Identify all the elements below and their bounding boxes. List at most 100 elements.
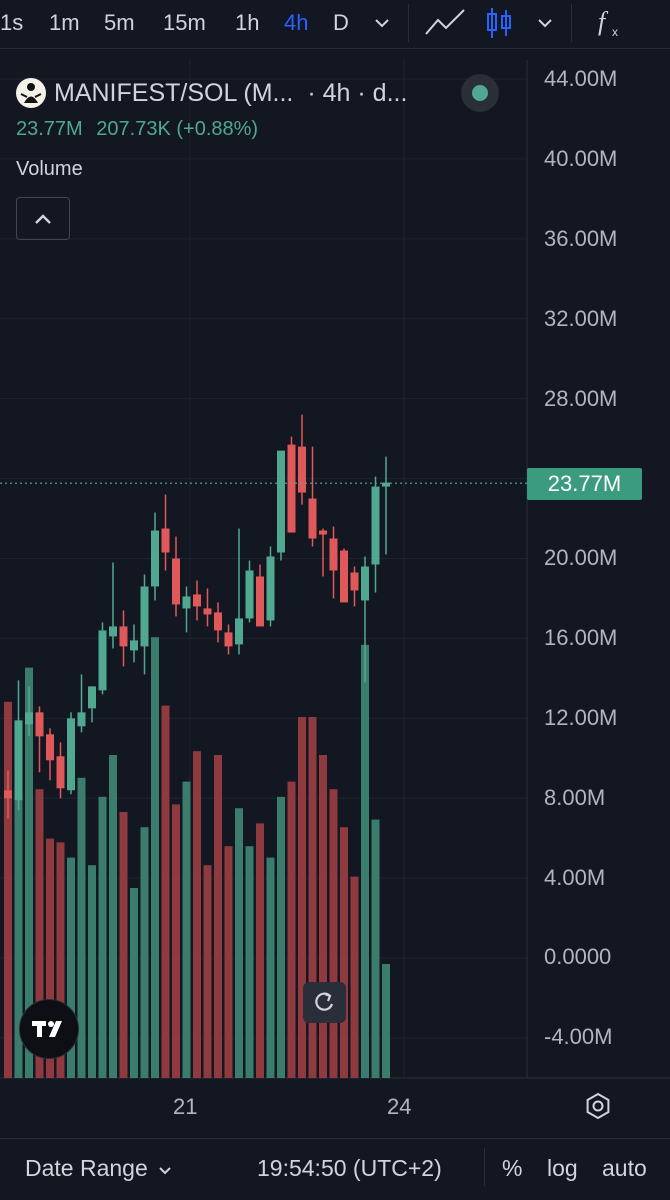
volume-bar	[56, 842, 65, 1078]
timeframe-d[interactable]: D	[333, 10, 349, 35]
volume-bar	[203, 865, 212, 1078]
clock-timezone[interactable]: 19:54:50 (UTC+2)	[257, 1155, 442, 1181]
candle-body	[151, 530, 159, 587]
volume-bar	[4, 701, 12, 1078]
svg-text:x: x	[612, 25, 618, 39]
volume-indicator-label[interactable]: Volume	[16, 158, 83, 180]
live-status-dot	[472, 85, 488, 101]
candle-body	[88, 686, 96, 709]
symbol-name: MANIFEST/SOL (M...	[54, 78, 294, 107]
collapse-legend-button[interactable]	[16, 197, 70, 240]
price-legend: 23.77M 207.73K (+0.88%)	[16, 118, 258, 141]
candle-body	[193, 594, 201, 607]
volume-bar	[35, 789, 44, 1078]
last-price-tag: 23.77M	[527, 468, 642, 500]
chevron-down-icon[interactable]	[372, 6, 392, 40]
candle-body	[25, 712, 33, 725]
rotate-reset-icon	[315, 992, 334, 1011]
candle-body	[130, 640, 138, 651]
date-range-button[interactable]: Date Range	[25, 1155, 174, 1182]
volume-bar	[350, 876, 359, 1078]
timeframe-1h[interactable]: 1h	[235, 10, 260, 35]
volume-bar	[161, 705, 170, 1078]
y-axis-label: 44.00M	[544, 66, 618, 91]
candle-body	[203, 608, 212, 615]
x-axis-label: 24	[387, 1094, 412, 1119]
candle-body	[161, 528, 170, 553]
price-change: 207.73K (+0.88%)	[96, 118, 259, 140]
candle-body	[350, 572, 359, 591]
volume-bar	[298, 717, 306, 1078]
candle-body	[256, 576, 264, 627]
volume-bar	[329, 789, 338, 1078]
volume-bar	[193, 751, 201, 1078]
volume-bar	[88, 865, 96, 1078]
reset-chart-button[interactable]	[303, 982, 346, 1023]
y-axis-label: 40.00M	[544, 146, 618, 171]
volume-bar	[119, 812, 128, 1078]
y-axis-label: 32.00M	[544, 306, 618, 331]
candle-body	[214, 612, 222, 631]
timeframe-1m[interactable]: 1m	[49, 10, 80, 35]
timeframe-toolbar: 1s 1m 5m 15m 1h 4h D f x	[0, 0, 670, 49]
log-scale-toggle[interactable]: log	[547, 1155, 578, 1181]
candle-body	[298, 446, 306, 493]
timeframe-4h[interactable]: 4h	[284, 10, 309, 35]
price-chart[interactable]	[0, 60, 670, 1084]
volume-bar	[319, 755, 327, 1078]
volume-bar	[67, 857, 75, 1078]
token-avatar	[16, 78, 46, 108]
candle-body	[67, 718, 75, 791]
timeframe-5m[interactable]: 5m	[104, 10, 135, 35]
indicators-fx-icon[interactable]: f x	[594, 6, 628, 40]
symbol-legend[interactable]: MANIFEST/SOL (M... · 4h · d...	[16, 76, 407, 110]
volume-bar	[256, 823, 264, 1078]
chevron-down-icon	[159, 1167, 171, 1175]
settings-gear-icon[interactable]	[583, 1091, 613, 1121]
timeframe-15m[interactable]: 15m	[163, 10, 206, 35]
volume-bar	[182, 781, 191, 1078]
candles-icon[interactable]	[484, 6, 514, 40]
candle-body	[287, 444, 296, 533]
percent-scale-toggle[interactable]: %	[502, 1155, 523, 1181]
candle-body	[172, 558, 180, 605]
volume-bar	[266, 857, 275, 1078]
candle-body	[277, 450, 285, 553]
last-price-value: 23.77M	[16, 118, 83, 140]
line-chart-icon[interactable]	[424, 6, 466, 40]
auto-scale-toggle[interactable]: auto	[602, 1155, 647, 1181]
volume-bar	[77, 777, 86, 1078]
y-axis-label: 4.00M	[544, 865, 606, 890]
tradingview-logo-icon	[32, 1021, 62, 1037]
symbol-interval: · 4h · d...	[307, 78, 408, 107]
y-axis-label: 0.0000	[544, 944, 612, 969]
y-axis-label: 36.00M	[544, 226, 618, 251]
market-status-indicator[interactable]	[461, 74, 499, 112]
volume-bar	[371, 819, 380, 1078]
candle-body	[46, 734, 54, 761]
y-axis-label: 20.00M	[544, 545, 618, 570]
candle-body	[109, 626, 117, 637]
volume-bar	[382, 964, 390, 1078]
y-axis-label: -4.00M	[544, 1024, 613, 1049]
volume-bar	[224, 846, 233, 1078]
volume-bar	[140, 827, 149, 1078]
candle-body	[340, 550, 348, 603]
candle-body	[266, 556, 275, 621]
candle-body	[182, 596, 191, 609]
candle-body	[35, 712, 44, 737]
volume-bar	[151, 637, 159, 1078]
volume-bar	[46, 838, 54, 1078]
volume-bar	[235, 808, 243, 1078]
y-axis-label: 12.00M	[544, 705, 618, 730]
x-axis-label: 21	[173, 1094, 198, 1119]
candle-body	[371, 486, 380, 565]
timeframe-1s[interactable]: 1s	[0, 10, 24, 35]
chevron-down-icon[interactable]	[535, 6, 555, 40]
candle-body	[245, 570, 254, 619]
meditating-figure-icon	[20, 83, 42, 103]
candle-body	[361, 566, 369, 601]
volume-bar	[130, 888, 138, 1078]
date-range-label: Date Range	[25, 1155, 148, 1181]
tradingview-logo[interactable]	[19, 999, 79, 1059]
